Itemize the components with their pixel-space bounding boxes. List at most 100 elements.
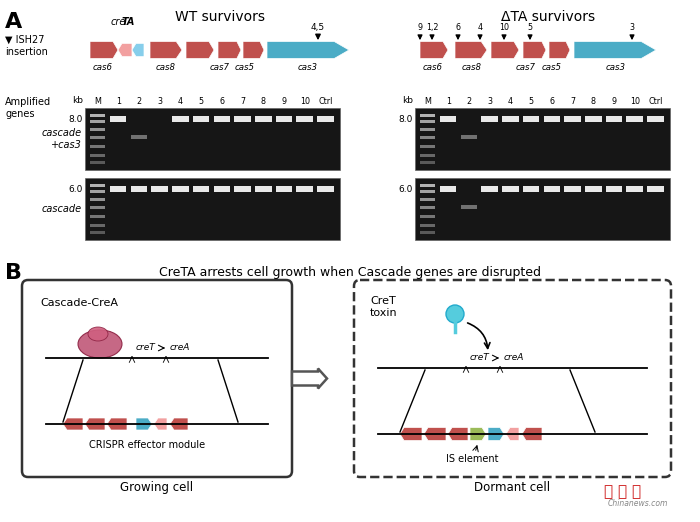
- Text: 2: 2: [466, 97, 472, 106]
- Bar: [90, 114, 105, 117]
- Text: 1: 1: [446, 97, 451, 106]
- Text: 4: 4: [178, 97, 183, 106]
- Text: CreT
toxin: CreT toxin: [370, 296, 398, 317]
- Bar: [606, 186, 622, 192]
- Polygon shape: [218, 42, 241, 58]
- Text: cas7: cas7: [516, 63, 536, 72]
- Bar: [585, 186, 601, 192]
- Text: cas5: cas5: [235, 63, 255, 72]
- Polygon shape: [549, 42, 570, 58]
- Text: cas8: cas8: [156, 63, 176, 72]
- Bar: [255, 186, 272, 192]
- Bar: [420, 120, 435, 123]
- Bar: [317, 116, 334, 122]
- Bar: [564, 116, 581, 122]
- Text: 10: 10: [630, 97, 640, 106]
- Text: 5: 5: [199, 97, 204, 106]
- Text: ▼ ISH27
insertion: ▼ ISH27 insertion: [5, 35, 48, 56]
- Polygon shape: [574, 42, 656, 58]
- Bar: [606, 116, 622, 122]
- Bar: [85, 108, 340, 170]
- Text: ΔTA survivors: ΔTA survivors: [501, 10, 595, 24]
- Polygon shape: [132, 43, 144, 56]
- Text: Amplified
genes: Amplified genes: [5, 97, 51, 118]
- Text: creA: creA: [504, 353, 524, 362]
- Text: WT survivors: WT survivors: [175, 10, 265, 24]
- Polygon shape: [63, 418, 83, 430]
- Text: B: B: [5, 263, 22, 283]
- Bar: [193, 186, 209, 192]
- Bar: [90, 145, 105, 148]
- Bar: [90, 120, 105, 123]
- Polygon shape: [400, 428, 422, 441]
- Bar: [90, 231, 105, 234]
- Polygon shape: [488, 428, 504, 441]
- Polygon shape: [136, 418, 152, 430]
- Bar: [420, 114, 435, 117]
- Text: 3: 3: [487, 97, 492, 106]
- Bar: [420, 145, 435, 148]
- Text: 6.0: 6.0: [69, 185, 83, 194]
- Bar: [172, 186, 189, 192]
- Text: 4,5: 4,5: [311, 23, 325, 32]
- Bar: [482, 116, 498, 122]
- Bar: [648, 186, 664, 192]
- Text: 1,2: 1,2: [426, 23, 438, 32]
- Text: 9: 9: [612, 97, 617, 106]
- Bar: [90, 127, 105, 130]
- Bar: [214, 186, 230, 192]
- Text: 3: 3: [157, 97, 162, 106]
- Text: 10: 10: [499, 23, 509, 32]
- Bar: [172, 116, 189, 122]
- Text: 10: 10: [300, 97, 310, 106]
- Bar: [420, 184, 435, 187]
- Text: 8: 8: [261, 97, 266, 106]
- Polygon shape: [107, 418, 127, 430]
- Text: kb: kb: [402, 96, 413, 105]
- Bar: [415, 108, 670, 170]
- Bar: [90, 184, 105, 187]
- Bar: [585, 116, 601, 122]
- Text: cascade: cascade: [42, 204, 82, 214]
- Text: 中: 中: [603, 484, 612, 500]
- Text: 新: 新: [617, 484, 626, 500]
- Bar: [110, 116, 127, 122]
- Text: M: M: [94, 97, 101, 106]
- Text: TA: TA: [122, 17, 135, 27]
- Text: 1: 1: [116, 97, 120, 106]
- Text: creT: creT: [470, 353, 490, 362]
- Bar: [420, 198, 435, 200]
- Ellipse shape: [78, 330, 122, 358]
- Polygon shape: [118, 43, 132, 56]
- Text: Dormant cell: Dormant cell: [475, 481, 551, 494]
- Ellipse shape: [88, 327, 108, 341]
- Text: Chinanews.com: Chinanews.com: [608, 499, 668, 508]
- Bar: [543, 186, 560, 192]
- Bar: [420, 161, 435, 164]
- Bar: [626, 186, 643, 192]
- Text: cas6: cas6: [93, 63, 113, 72]
- Text: Growing cell: Growing cell: [120, 481, 194, 494]
- Polygon shape: [491, 42, 519, 58]
- Text: 4: 4: [477, 23, 482, 32]
- Bar: [420, 190, 435, 193]
- Text: 6.0: 6.0: [398, 185, 413, 194]
- Bar: [90, 206, 105, 209]
- Bar: [420, 206, 435, 209]
- Polygon shape: [420, 42, 448, 58]
- Text: 9: 9: [417, 23, 423, 32]
- Bar: [415, 178, 670, 240]
- Bar: [110, 186, 127, 192]
- Text: 8.0: 8.0: [69, 115, 83, 124]
- Bar: [85, 178, 340, 240]
- Bar: [543, 116, 560, 122]
- Bar: [502, 116, 519, 122]
- Bar: [276, 186, 293, 192]
- Bar: [502, 186, 519, 192]
- Text: cre: cre: [111, 17, 127, 27]
- Bar: [297, 186, 313, 192]
- Text: Cascade-CreA: Cascade-CreA: [40, 298, 118, 308]
- Bar: [90, 215, 105, 218]
- Bar: [90, 198, 105, 200]
- Polygon shape: [243, 42, 264, 58]
